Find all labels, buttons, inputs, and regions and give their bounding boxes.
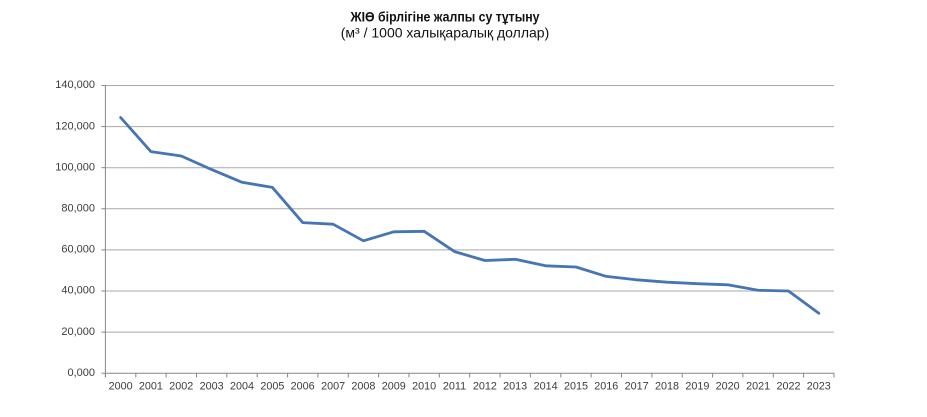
svg-text:2019: 2019	[685, 381, 709, 393]
svg-text:ЖІӨ бірлігіне жалпы су тұтыну: ЖІӨ бірлігіне жалпы су тұтыну	[350, 9, 540, 25]
svg-text:(м³ / 1000 халықаралық доллар): (м³ / 1000 халықаралық доллар)	[341, 25, 549, 41]
svg-text:2017: 2017	[625, 381, 649, 393]
svg-text:80,000: 80,000	[61, 203, 95, 215]
svg-text:0,000: 0,000	[67, 367, 95, 379]
svg-text:2008: 2008	[351, 381, 375, 393]
svg-text:2009: 2009	[382, 381, 406, 393]
svg-text:2000: 2000	[109, 381, 133, 393]
svg-text:2002: 2002	[169, 381, 193, 393]
svg-text:2012: 2012	[473, 381, 497, 393]
svg-text:20,000: 20,000	[61, 326, 95, 338]
svg-text:120,000: 120,000	[55, 120, 95, 132]
svg-text:140,000: 140,000	[55, 79, 95, 91]
svg-text:2006: 2006	[291, 381, 315, 393]
svg-text:2007: 2007	[321, 381, 345, 393]
svg-text:2023: 2023	[807, 381, 831, 393]
svg-text:2020: 2020	[716, 381, 740, 393]
svg-text:2018: 2018	[655, 381, 679, 393]
svg-text:2016: 2016	[594, 381, 618, 393]
svg-text:2010: 2010	[412, 381, 436, 393]
svg-text:2011: 2011	[443, 381, 466, 393]
svg-text:100,000: 100,000	[55, 161, 95, 173]
svg-text:60,000: 60,000	[61, 244, 95, 256]
svg-text:2022: 2022	[776, 381, 800, 393]
svg-text:2014: 2014	[534, 381, 558, 393]
svg-text:2003: 2003	[200, 381, 224, 393]
svg-text:2001: 2001	[139, 381, 163, 393]
svg-text:40,000: 40,000	[61, 285, 95, 297]
svg-text:2005: 2005	[260, 381, 284, 393]
svg-text:2015: 2015	[564, 381, 588, 393]
svg-text:2013: 2013	[503, 381, 527, 393]
svg-text:2021: 2021	[746, 381, 770, 393]
svg-text:2004: 2004	[230, 381, 254, 393]
